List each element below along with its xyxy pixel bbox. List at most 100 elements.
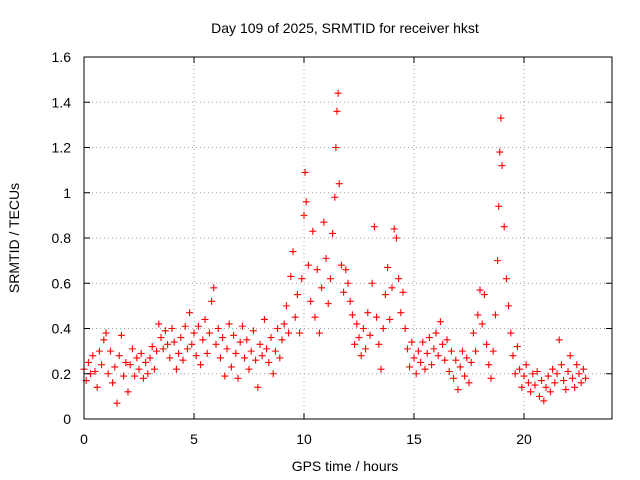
- data-point: [126, 361, 134, 369]
- data-point: [172, 365, 180, 373]
- data-point: [375, 340, 383, 348]
- data-point: [142, 358, 150, 366]
- data-point: [120, 372, 128, 380]
- data-point: [117, 331, 125, 339]
- data-point: [334, 89, 342, 97]
- data-point: [377, 365, 385, 373]
- data-series-srmtid: [80, 89, 590, 407]
- data-point: [346, 297, 354, 305]
- data-point: [342, 266, 350, 274]
- y-tick-label: 1.6: [52, 49, 72, 65]
- x-tick-label: 5: [190, 431, 198, 447]
- x-tick-label: 0: [80, 431, 88, 447]
- data-point: [474, 311, 482, 319]
- data-point: [518, 383, 526, 391]
- data-point: [384, 263, 392, 271]
- data-point: [260, 315, 268, 323]
- data-point: [353, 320, 361, 328]
- data-point: [161, 327, 169, 335]
- data-point: [465, 379, 473, 387]
- data-point: [417, 358, 425, 366]
- data-point: [179, 356, 187, 364]
- data-point: [331, 193, 339, 201]
- data-point: [221, 372, 229, 380]
- x-tick-label: 20: [516, 431, 532, 447]
- axis-ticks: 0 0.2 0.4 0.6 0.8 1 1.2 1.4 1.6 0 5 10 15 20: [52, 49, 612, 447]
- data-point: [124, 388, 132, 396]
- data-point: [197, 361, 205, 369]
- data-point: [298, 275, 306, 283]
- data-point: [205, 329, 213, 337]
- data-point: [214, 325, 222, 332]
- data-point: [201, 315, 209, 323]
- data-point: [379, 325, 387, 332]
- data-point: [150, 365, 158, 373]
- data-point: [227, 363, 235, 371]
- data-point: [450, 374, 458, 382]
- data-point: [344, 279, 352, 287]
- data-point: [307, 297, 315, 305]
- data-point: [84, 358, 92, 366]
- data-point: [181, 322, 189, 330]
- data-point: [300, 211, 308, 219]
- data-point: [304, 261, 312, 269]
- data-point: [192, 352, 200, 360]
- data-point: [443, 336, 451, 344]
- data-point: [533, 367, 541, 375]
- data-point: [175, 349, 183, 357]
- data-point: [540, 397, 548, 405]
- data-point: [282, 302, 290, 310]
- data-point: [113, 399, 121, 407]
- data-point: [265, 358, 273, 366]
- data-point: [436, 318, 444, 326]
- data-point: [524, 379, 532, 387]
- data-point: [236, 338, 244, 346]
- data-point: [551, 379, 559, 387]
- data-point: [296, 329, 304, 337]
- data-point: [491, 311, 499, 319]
- data-point: [458, 347, 466, 355]
- data-point: [362, 345, 370, 353]
- data-point: [219, 334, 227, 342]
- data-point: [111, 363, 119, 371]
- data-point: [168, 325, 176, 332]
- data-point: [146, 354, 154, 362]
- data-point: [571, 383, 579, 391]
- data-point: [89, 352, 97, 360]
- data-point: [190, 329, 198, 337]
- data-point: [390, 225, 398, 233]
- data-point: [419, 338, 427, 346]
- y-tick-label: 1.2: [52, 140, 72, 156]
- data-point: [133, 354, 141, 362]
- data-point: [210, 284, 218, 292]
- data-point: [456, 363, 464, 371]
- data-point: [582, 374, 590, 382]
- data-point: [313, 266, 321, 274]
- data-point: [381, 291, 389, 299]
- data-point: [278, 336, 286, 344]
- data-point: [502, 275, 510, 283]
- data-point: [91, 367, 99, 375]
- data-point: [291, 313, 299, 321]
- data-point: [280, 320, 288, 328]
- y-tick-label: 0.8: [52, 230, 72, 246]
- data-point: [287, 272, 295, 280]
- data-point: [485, 361, 493, 369]
- data-point: [544, 372, 552, 380]
- y-tick-label: 1: [63, 185, 71, 201]
- data-point: [263, 345, 271, 353]
- data-point: [509, 352, 517, 360]
- data-point: [335, 180, 343, 188]
- data-point: [511, 370, 519, 378]
- data-point: [463, 354, 471, 362]
- data-point: [234, 374, 242, 382]
- data-point: [370, 223, 378, 231]
- data-point: [507, 329, 515, 337]
- data-point: [531, 381, 539, 389]
- data-point: [208, 297, 216, 305]
- y-tick-label: 1.4: [52, 94, 72, 110]
- chart-title: Day 109 of 2025, SRMTID for receiver hks…: [211, 20, 479, 36]
- data-point: [188, 340, 196, 348]
- data-point: [252, 356, 260, 364]
- data-point: [452, 356, 460, 364]
